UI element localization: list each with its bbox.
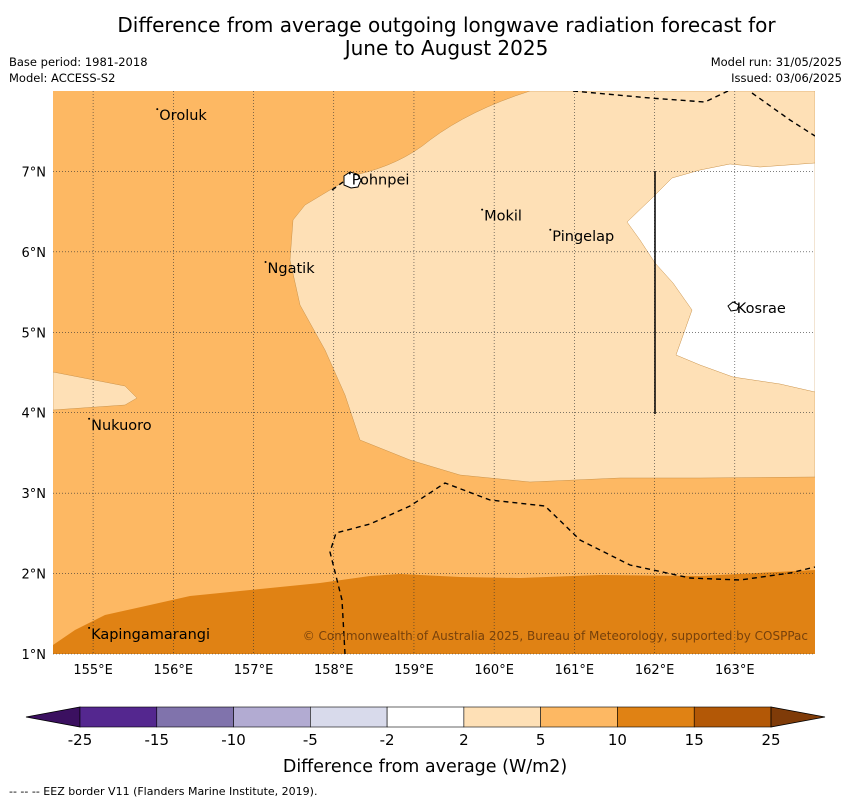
colorbar-segment — [617, 706, 695, 728]
colorbar-tick-label: -2 — [380, 731, 395, 749]
colorbar-tick-label: -10 — [221, 731, 246, 749]
lat-tick-label: 7°N — [22, 165, 47, 180]
colorbar-tick-label: 15 — [685, 731, 704, 749]
place-marker — [156, 108, 159, 111]
place-marker — [549, 228, 552, 231]
colorbar-tick-label: -5 — [303, 731, 318, 749]
lon-tick-label: 160°E — [474, 663, 514, 678]
place-label: Oroluk — [159, 108, 207, 124]
place-labels: Oroluk Pohnpei Mokil Pingelap Ngatik Kosrae Nu… — [88, 108, 786, 643]
eez-border-north — [572, 91, 815, 137]
place-label: Mokil — [484, 209, 522, 225]
lon-tick-label: 163°E — [715, 663, 755, 678]
place-label: Kapingamarangi — [91, 627, 210, 643]
place-label: Kosrae — [737, 301, 786, 317]
lat-tick-label: 1°N — [22, 648, 47, 663]
place-marker — [264, 260, 267, 263]
lon-tick-label: 161°E — [555, 663, 595, 678]
place-marker — [733, 301, 736, 304]
region-2-5-west — [53, 371, 138, 411]
lat-tick-label: 3°N — [22, 487, 47, 502]
colorbar-low-extend — [25, 706, 81, 728]
colorbar-segment — [79, 706, 158, 728]
colorbar-tick-label: -25 — [68, 731, 93, 749]
base-period: Base period: 1981-2018 — [9, 55, 148, 69]
lat-tick-label: 5°N — [22, 326, 47, 341]
title-line-1: Difference from average outgoing longwav… — [117, 13, 776, 37]
place-label: Nukuoro — [91, 418, 152, 434]
lat-tick-label: 4°N — [22, 407, 47, 422]
region-10-15 — [53, 570, 815, 654]
meta-right: Model run: 31/05/2025 Issued: 03/06/2025 — [711, 54, 842, 86]
lon-tick-label: 155°E — [73, 663, 113, 678]
lon-tick-label: 156°E — [154, 663, 194, 678]
pohnpei-island-shape — [343, 171, 362, 189]
colorbar-segment — [233, 706, 311, 728]
colorbar-tick-label: 2 — [459, 731, 469, 749]
model-run: Model run: 31/05/2025 — [710, 55, 842, 69]
place-label: Pohnpei — [352, 172, 410, 188]
footer-note: -- -- -- EEZ border V11 (Flanders Marine… — [9, 785, 318, 798]
place-label: Ngatik — [268, 261, 316, 277]
colorbar-tick-label: 10 — [608, 731, 627, 749]
colorbar-segment — [386, 706, 465, 728]
colorbar-label: Difference from average (W/m2) — [283, 757, 567, 777]
colorbar-tick-label: 5 — [536, 731, 546, 749]
colorbar-segment — [693, 706, 772, 728]
anomaly-field — [53, 91, 815, 654]
issued-date: Issued: 03/06/2025 — [731, 71, 842, 85]
axis-labels: 155°E 156°E 157°E 158°E 159°E 160°E 161°E 162°E… — [22, 165, 755, 678]
forecast-map: Oroluk Pohnpei Mokil Pingelap Ngatik Kosrae Nu… — [22, 91, 826, 777]
lat-tick-label: 6°N — [22, 246, 47, 261]
colorbar: -25 -15 -10 -5 -2 2 5 10 15 25 — [25, 706, 826, 749]
meta-left: Base period: 1981-2018 Model: ACCESS-S2 — [9, 54, 148, 86]
colorbar-tick-label: -15 — [145, 731, 170, 749]
eez-borders — [329, 91, 815, 654]
title-line-2: June to August 2025 — [344, 36, 549, 60]
colorbar-segment — [156, 706, 234, 728]
eez-border-south — [329, 482, 815, 654]
colorbar-tick-label: 25 — [761, 731, 780, 749]
kosrae-island-shape — [727, 301, 740, 312]
lon-tick-label: 158°E — [314, 663, 354, 678]
place-marker — [481, 208, 484, 211]
place-marker — [88, 626, 91, 629]
attribution: © Commonwealth of Australia 2025, Bureau… — [303, 629, 808, 643]
place-marker — [88, 417, 91, 420]
colorbar-segment — [310, 706, 388, 728]
place-marker — [348, 172, 351, 175]
lon-tick-label: 157°E — [234, 663, 274, 678]
lon-tick-label: 159°E — [394, 663, 434, 678]
lon-tick-label: 162°E — [635, 663, 675, 678]
colorbar-segment — [540, 706, 618, 728]
colorbar-high-extend — [770, 706, 826, 728]
eez-border-pohnpei — [331, 181, 344, 191]
colorbar-segment — [463, 706, 541, 728]
map-title: Difference from average outgoing longwav… — [0, 14, 850, 60]
place-label: Pingelap — [552, 229, 614, 245]
model-name: Model: ACCESS-S2 — [9, 71, 116, 85]
lat-tick-label: 2°N — [22, 568, 47, 583]
